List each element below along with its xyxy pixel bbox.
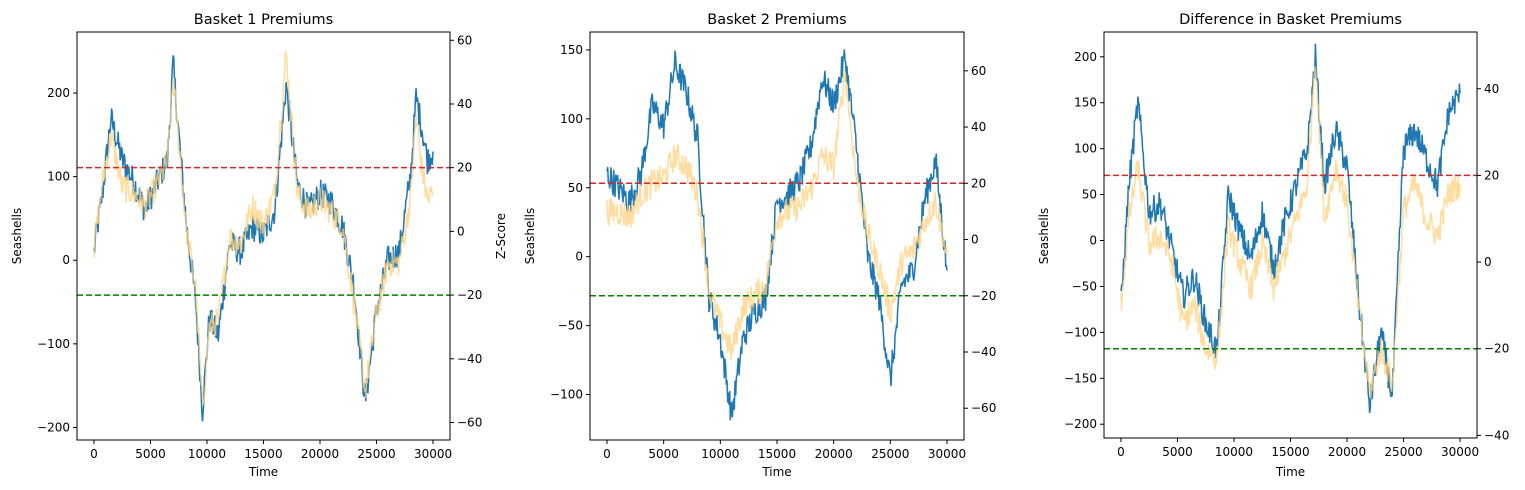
panel-3-xlabel: Time (1275, 465, 1305, 479)
panel-1-ytick-right-label: 0 (457, 224, 465, 238)
panel-3-title: Difference in Basket Premiums (1179, 12, 1402, 28)
panel-3-ytick-label: −50 (1072, 279, 1097, 293)
panel-3-ylabel: Seashells (1037, 208, 1051, 265)
panel-2-ytick-label: 100 (560, 112, 583, 126)
panel-3-series-zscore-line (1120, 66, 1461, 399)
panel-3-ytick-right-label: −20 (1484, 342, 1509, 356)
panel-3-series-premium-line (1120, 43, 1461, 414)
panel-1-frame (76, 31, 451, 441)
panel-2-ytick-right-label: 20 (971, 176, 986, 190)
panel-3-ytick-label: 0 (1089, 234, 1097, 248)
panel-2-plot-area (590, 49, 964, 421)
panel-3-xtick-label: 0 (1117, 445, 1125, 459)
panel-2-ytick-label: 0 (575, 250, 583, 264)
panel-2-ytick-label: 150 (560, 43, 583, 57)
panel-3-xtick-label: 15000 (1271, 445, 1309, 459)
panel-2-ytick-label: −100 (550, 388, 583, 402)
panel-1-ytick-label: 0 (62, 253, 70, 267)
panel-2-xtick-label: 30000 (928, 447, 966, 461)
panel-1-ytick-right-label: 60 (457, 33, 472, 47)
panel-1-data-layer: 0 5000 10000 15000 20000 25000 30000−200−10001… (37, 33, 482, 461)
panel-2-xtick-label: 10000 (701, 447, 739, 461)
panel-2-xtick-label: 0 (603, 447, 611, 461)
panel-1-ytick-right-label: −60 (457, 415, 482, 429)
panel-3-xtick-label: 5000 (1162, 445, 1193, 459)
panel-2-ytick-label: −50 (558, 319, 583, 333)
panel-3-ytick-label: −100 (1064, 325, 1097, 339)
panel-2-ytick-right-label: −40 (971, 345, 996, 359)
panel-3-xtick-label: 20000 (1328, 445, 1366, 459)
panel-3-ytick-label: 200 (1074, 50, 1097, 64)
chart-basket-2: 0 5000 10000 15000 20000 25000 30000 −100 −50 0 50… (523, 12, 996, 479)
panel-3-ytick-right-label: 0 (1484, 255, 1492, 269)
panel-2-ytick-right-label: 0 (971, 233, 979, 247)
panel-3-xtick-label: 10000 (1215, 445, 1253, 459)
panel-2-xtick-label: 5000 (648, 447, 679, 461)
panel-1-ytick-label: 100 (47, 170, 70, 184)
panel-2-ytick-right-label: 40 (971, 120, 986, 134)
panel-1-ytick-right-label: −20 (457, 288, 482, 302)
panel-2-title: Basket 2 Premiums (707, 12, 846, 28)
panel-1-ytick-label: −100 (37, 337, 70, 351)
panel-1-series-zscore-line (93, 50, 434, 406)
panel-1-xtick-label: 15000 (244, 447, 282, 461)
panel-2-ytick-label: 50 (568, 181, 583, 195)
panel-1-ytick-right-label: −40 (457, 352, 482, 366)
panel-3-frame (1103, 31, 1478, 439)
panel-1-title: Basket 1 Premiums (194, 12, 333, 28)
panel-1-xlabel: Time (248, 465, 278, 479)
panel-3-xtick-label: 25000 (1384, 445, 1422, 459)
panel-2-data-layer: 0 5000 10000 15000 20000 25000 30000 −100 −50 0 50… (550, 43, 996, 461)
panel-3-ytick-right-label: 40 (1484, 82, 1499, 96)
panel-1-xtick-label: 0 (90, 447, 98, 461)
chart-difference: 0 5000 10000 15000 20000 25000 30000−200−150−1… (1037, 12, 1509, 479)
panel-3-plot-area (1104, 43, 1477, 414)
panel-3-ytick-label: −200 (1064, 417, 1097, 431)
panel-1-series-premium-line (93, 55, 434, 422)
panel-3-ytick-label: 100 (1074, 142, 1097, 156)
panel-1-plot-area (77, 50, 450, 422)
panel-3-ytick-label: −150 (1064, 371, 1097, 385)
panel-3-ytick-right-label: 20 (1484, 168, 1499, 182)
panel-1-xtick-label: 5000 (135, 447, 166, 461)
panel-3-ytick-label: 50 (1082, 188, 1097, 202)
chart-basket-1: 0 5000 10000 15000 20000 25000 30000−200−10001… (10, 12, 508, 479)
panel-2-series-premium-line (606, 49, 948, 421)
panel-2-series-zscore-line (606, 71, 948, 361)
panel-1-xtick-label: 20000 (301, 447, 339, 461)
panel-2-xlabel: Time (761, 465, 791, 479)
panel-3-ytick-right-label: −40 (1484, 428, 1509, 442)
panel-2-xtick-label: 25000 (871, 447, 909, 461)
panel-2-ytick-right-label: −20 (971, 289, 996, 303)
panel-2-frame (589, 31, 965, 441)
panel-2-ylabel: Seashells (523, 208, 537, 265)
panel-1-ylabel: Seashells (10, 208, 24, 265)
panel-2-xtick-label: 15000 (758, 447, 796, 461)
panel-1-xtick-label: 25000 (357, 447, 395, 461)
panel-1-ytick-label: 200 (47, 86, 70, 100)
panel-1-xtick-label: 10000 (188, 447, 226, 461)
panel-3-xtick-label: 30000 (1441, 445, 1479, 459)
panel-2-xtick-label: 20000 (815, 447, 853, 461)
panel-1-xtick-label: 30000 (414, 447, 452, 461)
panel-3-ytick-label: 150 (1074, 96, 1097, 110)
panel-1-ytick-right-label: 40 (457, 97, 472, 111)
panel-2-ytick-right-label: −60 (971, 401, 996, 415)
panel-3-data-layer: 0 5000 10000 15000 20000 25000 30000−200−150−1… (1064, 43, 1509, 459)
panel-1-ytick-label: −200 (37, 420, 70, 434)
panel-1-ytick-right-label: 20 (457, 161, 472, 175)
panel-2-ytick-right-label: 60 (971, 64, 986, 78)
panel-1-ylabel-right: Z-Score (494, 213, 508, 259)
